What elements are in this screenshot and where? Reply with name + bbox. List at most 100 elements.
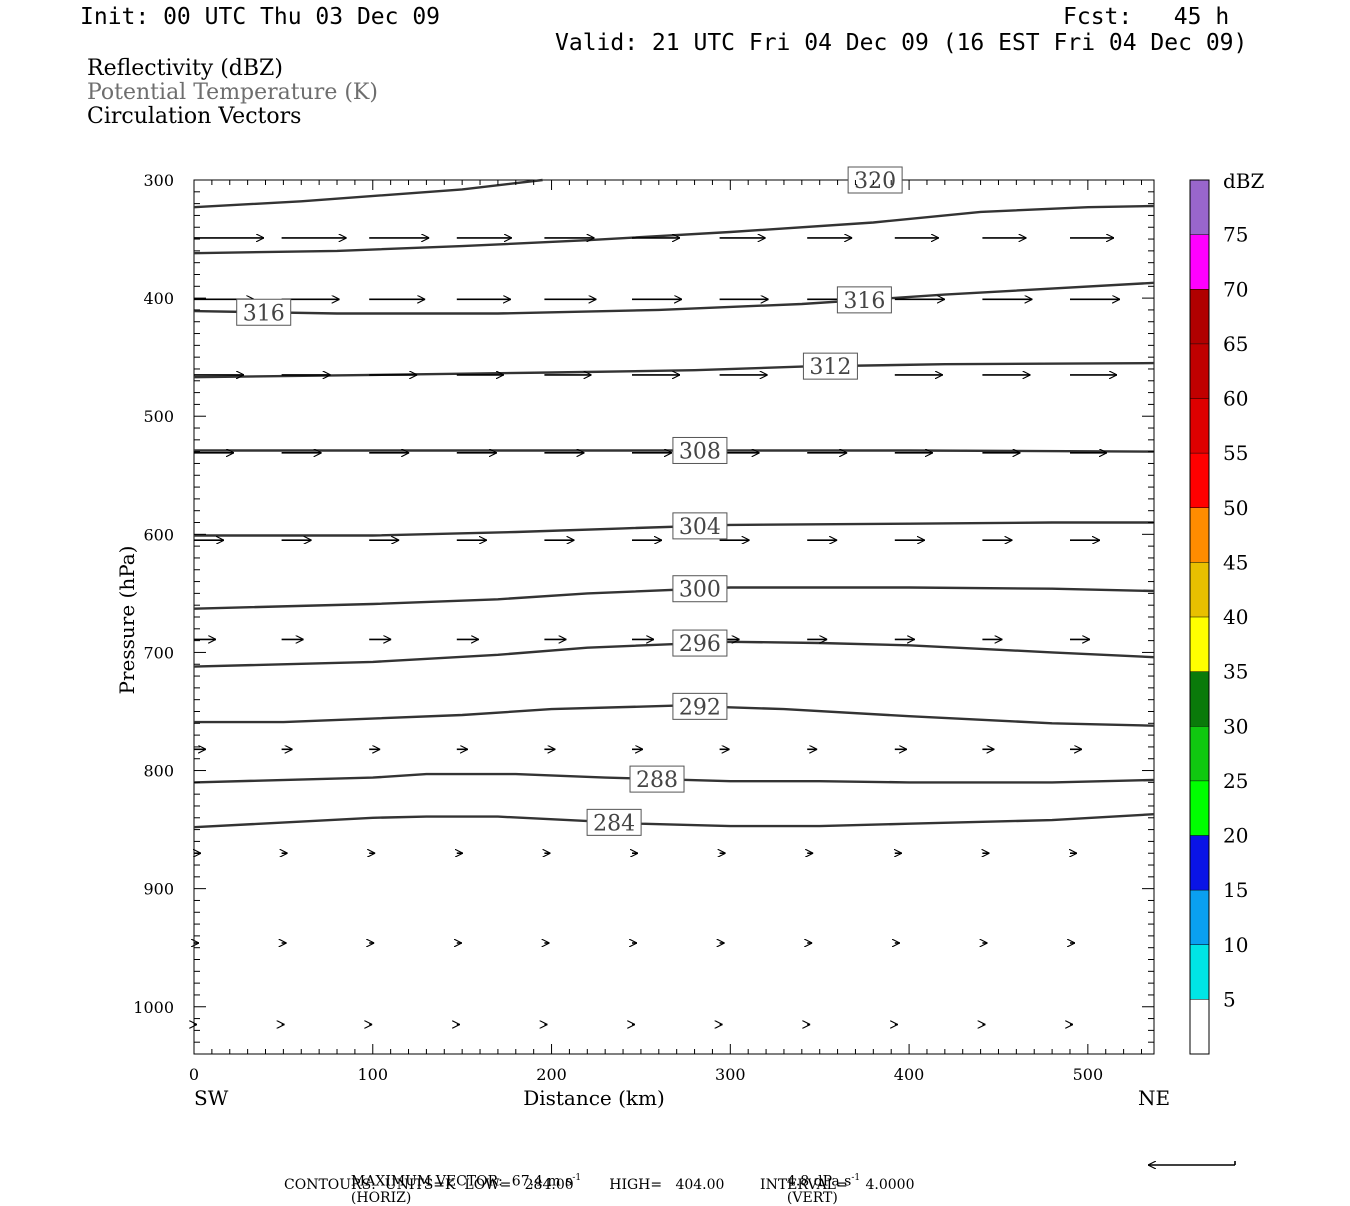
y-tick-label: 300: [143, 171, 174, 190]
colorbar-bin: [1190, 234, 1209, 290]
max-vector-vert-exp: -1: [851, 1173, 861, 1183]
plot-frame: [193, 179, 1155, 1055]
theta-contour-line: [193, 204, 1155, 255]
colorbar-level-label: 5: [1223, 987, 1236, 1011]
contour-label-box: [836, 286, 892, 314]
colorbar-bin: [1190, 671, 1209, 727]
max-vector-note: MAXIMUM VECTOR: 67.4 m s-1 (HORIZ): [342, 1157, 581, 1206]
theta-contours: [193, 178, 1155, 829]
contour-label: 284: [593, 811, 635, 836]
colorbar-bin: [1190, 507, 1209, 563]
legend-potential-temperature: Potential Temperature (K): [87, 80, 378, 105]
colorbar-bin: [1190, 780, 1209, 836]
x-tick-label: 300: [715, 1065, 746, 1084]
x-axis-label: Distance (km): [523, 1086, 665, 1110]
max-vector-vert-text: 4.8 dPa s: [786, 1173, 852, 1190]
colorbar-level-label: 30: [1223, 714, 1248, 738]
x-tick-label: 100: [357, 1065, 388, 1084]
colorbar-bin: [1190, 343, 1209, 399]
colorbar: 5 10 15 20 25 30 35 40 45 50 55 60 65 70 75 dBZ: [1189, 169, 1265, 1055]
contour-label: 296: [679, 632, 721, 657]
legend-reflectivity: Reflectivity (dBZ): [87, 56, 283, 81]
y-tick-label: 1000: [133, 998, 174, 1017]
colorbar-level-label: 25: [1223, 769, 1248, 793]
colorbar-level-label: 75: [1223, 223, 1248, 247]
valid-time: Valid: 21 UTC Fri 04 Dec 09 (16 EST Fri …: [555, 30, 1248, 56]
contour-label: 320: [854, 169, 896, 194]
colorbar-bin: [1190, 835, 1209, 891]
x-axis-ne-label: NE: [1138, 1086, 1170, 1110]
contour-label: 316: [843, 289, 885, 314]
contour-label: 316: [243, 301, 285, 326]
contour-label-box: [672, 692, 728, 720]
y-tick-label: 900: [143, 880, 174, 899]
colorbar-bin: [1190, 562, 1209, 617]
circulation-vectors: [194, 238, 1120, 1025]
contour-label-box: [586, 808, 642, 836]
theta-contour-line: [193, 281, 1155, 315]
colorbar-bin: [1190, 944, 1209, 1000]
colorbar-level-label: 55: [1223, 441, 1248, 465]
contour-label-box: [629, 765, 685, 793]
forecast-hour: Fcst: 45 h: [1063, 4, 1230, 30]
colorbar-level-label: 60: [1223, 387, 1248, 411]
x-tick-label: 500: [1073, 1065, 1104, 1084]
colorbar-level-label: 20: [1223, 824, 1248, 848]
colorbar-level-label: 15: [1223, 878, 1248, 902]
x-tick-label: 200: [536, 1065, 567, 1084]
colorbar-level-label: 10: [1223, 933, 1248, 957]
theta-contour-line: [193, 178, 543, 209]
contour-label: 308: [679, 439, 721, 464]
contour-label: 288: [636, 768, 678, 793]
theta-contour-line: [193, 586, 1155, 610]
colorbar-level-label: 45: [1223, 550, 1248, 574]
colorbar-bin: [1190, 398, 1209, 454]
contour-label-box: [236, 298, 292, 326]
contour-label: 304: [679, 515, 721, 540]
colorbar-unit-label: dBZ: [1223, 169, 1265, 193]
contour-label-box: [672, 629, 728, 657]
y-tick-label: 800: [143, 762, 174, 781]
colorbar-level-label: 70: [1223, 277, 1248, 301]
init-time: Init: 00 UTC Thu 03 Dec 09: [80, 4, 441, 30]
colorbar-bin: [1190, 999, 1209, 1054]
legend-circulation-vectors: Circulation Vectors: [87, 104, 302, 129]
colorbar-bin: [1190, 289, 1209, 344]
max-vector-horiz-text: MAXIMUM VECTOR: 67.4 m s: [350, 1173, 573, 1190]
y-tick-label: 600: [143, 525, 174, 544]
footer-reference-arrow: [1148, 1161, 1236, 1165]
plot-area: [193, 179, 1155, 1055]
colorbar-level-label: 40: [1223, 605, 1248, 629]
contour-label: 312: [809, 355, 851, 380]
theta-contour-line: [194, 449, 1155, 453]
theta-contour-line: [193, 640, 1155, 668]
colorbar-bin: [1190, 726, 1209, 781]
y-axis-label: Pressure (hPa): [115, 546, 139, 695]
contour-info: CONTOURS: UNITS=K LOW= 284.00 HIGH= 404.…: [284, 1177, 915, 1193]
colorbar-level-label: 50: [1223, 496, 1248, 520]
theta-contour-line: [193, 813, 1155, 829]
contour-label-box: [672, 436, 728, 464]
x-tick-label: 400: [894, 1065, 925, 1084]
colorbar-bin: [1190, 617, 1209, 672]
y-tick-label: 500: [143, 407, 174, 426]
colorbar-bin: [1190, 453, 1209, 508]
colorbar-level-label: 65: [1223, 332, 1248, 356]
colorbar-bin: [1190, 890, 1209, 945]
x-axis-sw-label: SW: [194, 1086, 229, 1110]
y-tick-label: 700: [143, 643, 174, 662]
colorbar-level-label: 35: [1223, 660, 1248, 684]
max-vector-horiz-exp: -1: [572, 1173, 582, 1183]
contour-label-box: [802, 352, 858, 380]
contour-label-box: [672, 575, 728, 603]
y-tick-label: 400: [143, 289, 174, 308]
contour-label-box: [847, 166, 903, 194]
x-tick-label: 0: [189, 1065, 199, 1084]
axes: 0 100 200 300 400 500 300 400 500 600 700 800 900 100…: [115, 171, 1170, 1110]
contour-label: 300: [679, 578, 721, 603]
contour-label: 292: [679, 695, 721, 720]
contour-label-box: [672, 512, 728, 540]
colorbar-bin: [1190, 180, 1209, 235]
